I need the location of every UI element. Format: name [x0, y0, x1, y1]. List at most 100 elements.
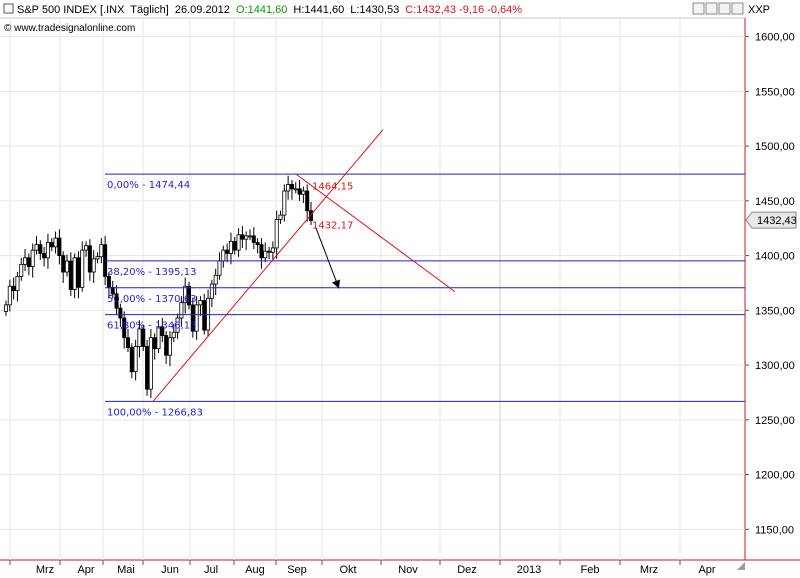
- candle-body: [232, 240, 237, 251]
- header-close: C:1432,43 -9,16 -0,64%: [405, 4, 522, 16]
- candle-body: [160, 326, 165, 336]
- candle-body: [175, 317, 180, 333]
- candle-body: [213, 274, 218, 285]
- candle-body: [65, 260, 70, 273]
- projection-arrow: [315, 228, 340, 289]
- candle-body: [282, 190, 287, 216]
- candle-body: [126, 337, 131, 348]
- y-tick-label: 1600,00: [755, 32, 795, 44]
- candle-body: [228, 240, 233, 254]
- candle-body: [190, 304, 195, 332]
- last-price-label: 1432,43: [757, 215, 797, 227]
- arrow-head-icon: [332, 279, 340, 289]
- price-axis: 1150,00 1200,00 1250,00 1300,00 1350,00 1400,…: [745, 32, 795, 536]
- watermark: © www.tradesignalonline.com: [4, 23, 135, 34]
- x-tick-label: Feb: [581, 564, 600, 576]
- candle-body: [145, 346, 150, 390]
- x-tick-label: Mrz: [640, 564, 658, 576]
- candle-body: [87, 245, 92, 273]
- candle-body: [122, 317, 127, 339]
- candle-body: [7, 285, 12, 306]
- candle-body: [38, 244, 43, 254]
- candle-body: [270, 247, 275, 253]
- header-period: Täglich]: [130, 4, 169, 16]
- window-controls: XXP: [692, 2, 770, 16]
- x-tick-label: Apr: [77, 564, 94, 576]
- x-tick-label: Jun: [161, 564, 179, 576]
- candle-body: [42, 253, 47, 259]
- y-tick-label: 1150,00: [755, 524, 794, 536]
- fib-level-label: 0,00% - 1474,44: [107, 180, 190, 191]
- header-high: H:1441,60: [293, 4, 344, 16]
- trend-lines: 1464,15 1432,17: [152, 129, 456, 402]
- candle-body: [217, 260, 222, 276]
- x-tick-label: Mrz: [36, 564, 54, 576]
- candle-body: [289, 184, 294, 190]
- candle-body: [293, 188, 298, 191]
- candle-body: [99, 244, 104, 258]
- close-button[interactable]: [731, 2, 744, 15]
- candle-body: [76, 257, 81, 288]
- axis-code: XXP: [748, 4, 770, 16]
- gridlines: [0, 18, 745, 560]
- candle-body: [267, 250, 272, 253]
- y-tick-label: 1500,00: [755, 141, 795, 153]
- candle-body: [297, 188, 302, 195]
- candle-body: [308, 210, 313, 221]
- candle-body: [137, 328, 142, 347]
- candle-body: [156, 326, 161, 350]
- candle-body: [152, 337, 157, 350]
- header-open: O:1441,60: [236, 4, 287, 16]
- last-price-box: [745, 211, 797, 229]
- annotation-high: 1464,15: [312, 181, 353, 192]
- candle-body: [240, 234, 245, 240]
- y-tick-label: 1200,00: [755, 470, 795, 482]
- candle-body: [106, 276, 111, 288]
- candle-body: [34, 244, 39, 251]
- candle-body: [186, 285, 191, 306]
- chart-icon: [3, 3, 14, 14]
- x-tick-label: Nov: [398, 564, 418, 576]
- fib-level-label: 61,80% - 1346,13: [107, 321, 196, 332]
- candle-body: [194, 304, 199, 332]
- x-tick-label: Mai: [117, 564, 135, 576]
- candle-body: [15, 276, 20, 292]
- candle-body: [91, 258, 96, 273]
- candle-body: [247, 235, 252, 238]
- last-price-marker: 1432,43: [745, 211, 797, 229]
- fib-level-label: 100,00% - 1266,83: [107, 407, 203, 418]
- candle-body: [171, 331, 176, 339]
- annotation-break: 1432,17: [312, 220, 353, 231]
- candle-body: [30, 249, 35, 267]
- candle-body: [4, 304, 9, 312]
- candle-body: [263, 250, 268, 259]
- y-tick-label: 1550,00: [755, 86, 795, 98]
- x-tick-label: Jul: [204, 564, 218, 576]
- y-tick-label: 1300,00: [755, 360, 795, 372]
- scroll-right-button[interactable]: [705, 2, 718, 15]
- y-tick-label: 1450,00: [755, 196, 795, 208]
- candle-body: [133, 346, 138, 373]
- x-tick-label: Aug: [245, 564, 265, 576]
- candle-body: [141, 328, 146, 347]
- expand-button[interactable]: [718, 2, 731, 15]
- scroll-left-button[interactable]: [692, 2, 705, 15]
- chart-header: S&P 500 INDEX [.INX Täglich] 26.09.2012 …: [3, 3, 522, 34]
- candle-body: [114, 293, 119, 309]
- rising-trend-line: [152, 129, 384, 402]
- x-tick-label: Sep: [287, 564, 307, 576]
- x-tick-label: Okt: [339, 564, 356, 576]
- candle-body: [198, 300, 203, 306]
- candle-body: [259, 244, 264, 259]
- candle-body: [255, 242, 260, 246]
- candle-body: [244, 235, 249, 240]
- candle-body: [72, 257, 77, 290]
- candle-body: [53, 237, 58, 248]
- resize-handle-icon[interactable]: [737, 562, 745, 570]
- candle-body: [68, 260, 73, 290]
- candle-body: [45, 242, 50, 259]
- candle-body: [179, 302, 184, 319]
- candle-body: [26, 257, 31, 267]
